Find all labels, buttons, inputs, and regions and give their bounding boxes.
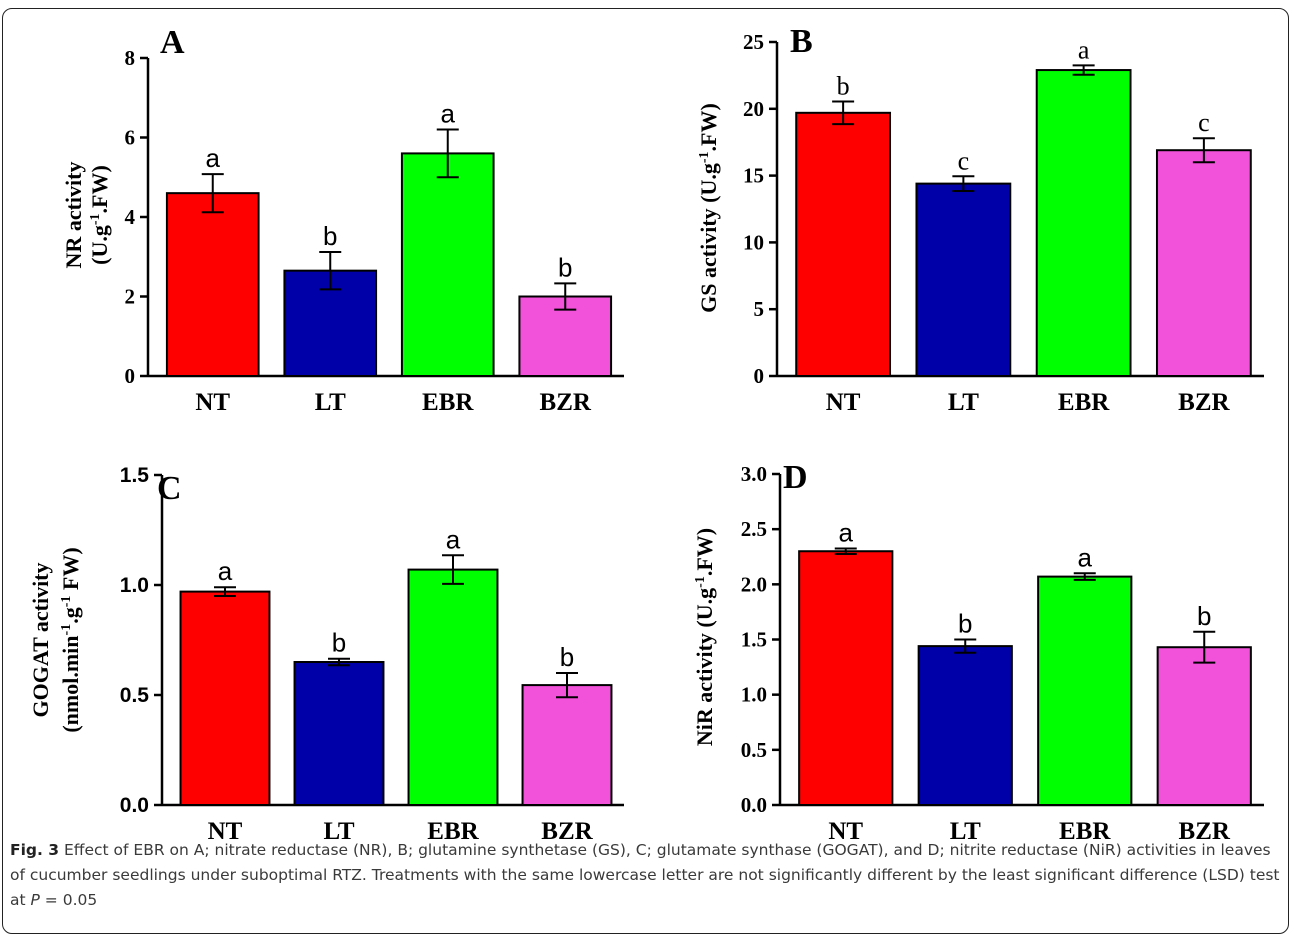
panel-b-y-tick-label: 15 <box>743 164 764 188</box>
panel-d-category-label: EBR <box>1059 818 1111 845</box>
panel-d-significance-letter: b <box>958 609 972 639</box>
panel-a-y-tick-label: 6 <box>125 126 136 150</box>
panel-a-bar-bzr <box>518 295 613 377</box>
panel-a-bar-ebr <box>400 152 495 377</box>
panel-c-plot: 0.0 0.5 1.0 1.5 a NT b LT a EBR b BZR <box>120 464 624 845</box>
panel-a-y-tick-label: 8 <box>125 46 136 70</box>
panel-c-category-label: BZR <box>541 818 593 845</box>
panel-a-label: A <box>160 24 185 61</box>
panel-d-significance-letter: a <box>839 517 854 547</box>
panel-a-ylabel-line1: NR activity <box>61 162 86 269</box>
panel-b-bar-bzr <box>1155 149 1252 377</box>
panel-d-y-tick-label: 0.0 <box>741 793 767 817</box>
panel-d: D NiR activity (U.g-1.FW) 0.0 0.5 1.0 1.5 2.… <box>692 459 1264 845</box>
panel-c-significance-letter: b <box>332 628 346 658</box>
panel-a-category-label: BZR <box>540 389 592 416</box>
caption-p-value: = 0.05 <box>39 891 98 909</box>
panel-c-bar-bzr <box>521 684 613 806</box>
panel-c-y-tick-label: 0.5 <box>120 684 150 707</box>
panel-c: C GOGAT activity (nmol.min-1.g-1 FW) 0.0… <box>28 464 624 845</box>
panel-d-category-label: LT <box>950 818 981 845</box>
panel-d-label: D <box>783 459 808 496</box>
panel-a-plot: 0 2 4 6 8 a NT b LT a EBR b BZR <box>125 46 624 416</box>
panel-d-category-label: BZR <box>1179 818 1231 845</box>
panel-d-y-tick-label: 2.5 <box>741 517 767 541</box>
panel-b-y-tick-label: 20 <box>743 97 764 121</box>
panel-a-y-tick-label: 4 <box>125 205 136 229</box>
panel-c-y-tick-label: 1.0 <box>120 574 149 597</box>
panel-c-category-label: NT <box>208 818 243 845</box>
panel-d-bar-ebr <box>1037 575 1133 806</box>
panel-a-significance-letter: a <box>206 143 221 173</box>
panel-a-category-label: EBR <box>422 389 474 416</box>
panel-b: B GS activity (U.g-1.FW) 0 5 10 15 20 25 b NT c L… <box>696 23 1264 416</box>
caption-fig-label: Fig. 3 <box>10 841 60 859</box>
panel-b-category-label: EBR <box>1058 389 1110 416</box>
panel-a: A NR activity (U.g-1.FW) 0 2 4 6 8 a NT b LT a EBR… <box>61 24 624 416</box>
caption-p-symbol: P <box>30 891 40 909</box>
panel-a-category-label: LT <box>315 389 346 416</box>
panel-b-y-tick-label: 5 <box>754 297 765 321</box>
panel-d-y-tick-label: 3.0 <box>741 462 767 486</box>
panel-a-bar-nt <box>165 192 260 377</box>
panel-b-y-tick-label: 10 <box>743 230 764 254</box>
panel-d-bar-bzr <box>1156 646 1252 806</box>
panel-b-y-tick-label: 25 <box>743 30 764 54</box>
panel-b-label: B <box>790 23 813 60</box>
panel-d-significance-letter: b <box>1197 601 1211 631</box>
panel-c-bar-ebr <box>407 568 499 806</box>
panel-b-plot: 0 5 10 15 20 25 b NT c LT a EBR c BZR <box>743 30 1264 416</box>
panel-b-significance-letter: a <box>1078 35 1090 64</box>
panel-c-category-label: LT <box>323 818 354 845</box>
panel-a-significance-letter: a <box>441 99 456 129</box>
figure-caption: Fig. 3 Effect of EBR on A; nitrate reduc… <box>10 838 1280 913</box>
panel-d-category-label: NT <box>828 818 863 845</box>
panel-b-category-label: LT <box>948 389 979 416</box>
caption-text: Effect of EBR on A; nitrate reductase (N… <box>10 841 1280 909</box>
panel-a-y-tick-label: 2 <box>125 285 136 309</box>
panel-b-y-tick-label: 0 <box>754 364 765 388</box>
panel-d-bar-lt <box>917 645 1013 806</box>
panel-c-bar-nt <box>179 590 271 806</box>
panel-a-category-label: NT <box>195 389 230 416</box>
panel-d-y-tick-label: 1.5 <box>741 628 767 652</box>
panel-c-bar-lt <box>293 661 385 806</box>
panel-a-y-tick-label: 0 <box>125 364 136 388</box>
panel-b-category-label: NT <box>826 389 861 416</box>
panel-b-significance-letter: c <box>958 146 970 175</box>
panel-c-significance-letter: a <box>218 556 233 586</box>
panel-c-y-tick-label: 1.5 <box>120 464 150 487</box>
panel-d-ylabel: NiR activity (U.g-1.FW) <box>692 528 717 746</box>
panel-d-significance-letter: a <box>1078 542 1093 572</box>
panel-b-bar-nt <box>795 111 892 377</box>
panel-b-ylabel: GS activity (U.g-1.FW) <box>696 103 721 313</box>
panel-c-ylabel-line2: (nmol.min-1.g-1 FW) <box>58 547 83 732</box>
panel-d-y-tick-label: 1.0 <box>741 683 767 707</box>
panel-b-significance-letter: c <box>1198 108 1210 137</box>
panel-c-significance-letter: a <box>446 524 461 554</box>
panel-b-bar-lt <box>915 182 1012 377</box>
panel-d-y-tick-label: 0.5 <box>741 738 767 762</box>
panel-d-bar-nt <box>798 550 894 806</box>
panel-b-significance-letter: b <box>837 71 850 100</box>
panel-d-y-tick-label: 2.0 <box>741 572 767 596</box>
panel-b-category-label: BZR <box>1178 389 1230 416</box>
panel-a-significance-letter: b <box>323 221 337 251</box>
panel-c-ylabel-line1: GOGAT activity <box>28 562 53 717</box>
panel-a-ylabel-line2: (U.g-1.FW) <box>87 165 112 265</box>
panel-d-plot: 0.0 0.5 1.0 1.5 2.0 2.5 3.0 a NT b LT a EBR b BZR <box>741 462 1264 845</box>
panel-c-category-label: EBR <box>427 818 479 845</box>
panel-c-y-tick-label: 0.0 <box>120 794 149 817</box>
panel-b-bar-ebr <box>1035 69 1132 377</box>
panel-a-significance-letter: b <box>558 252 572 282</box>
panel-c-significance-letter: b <box>560 642 574 672</box>
